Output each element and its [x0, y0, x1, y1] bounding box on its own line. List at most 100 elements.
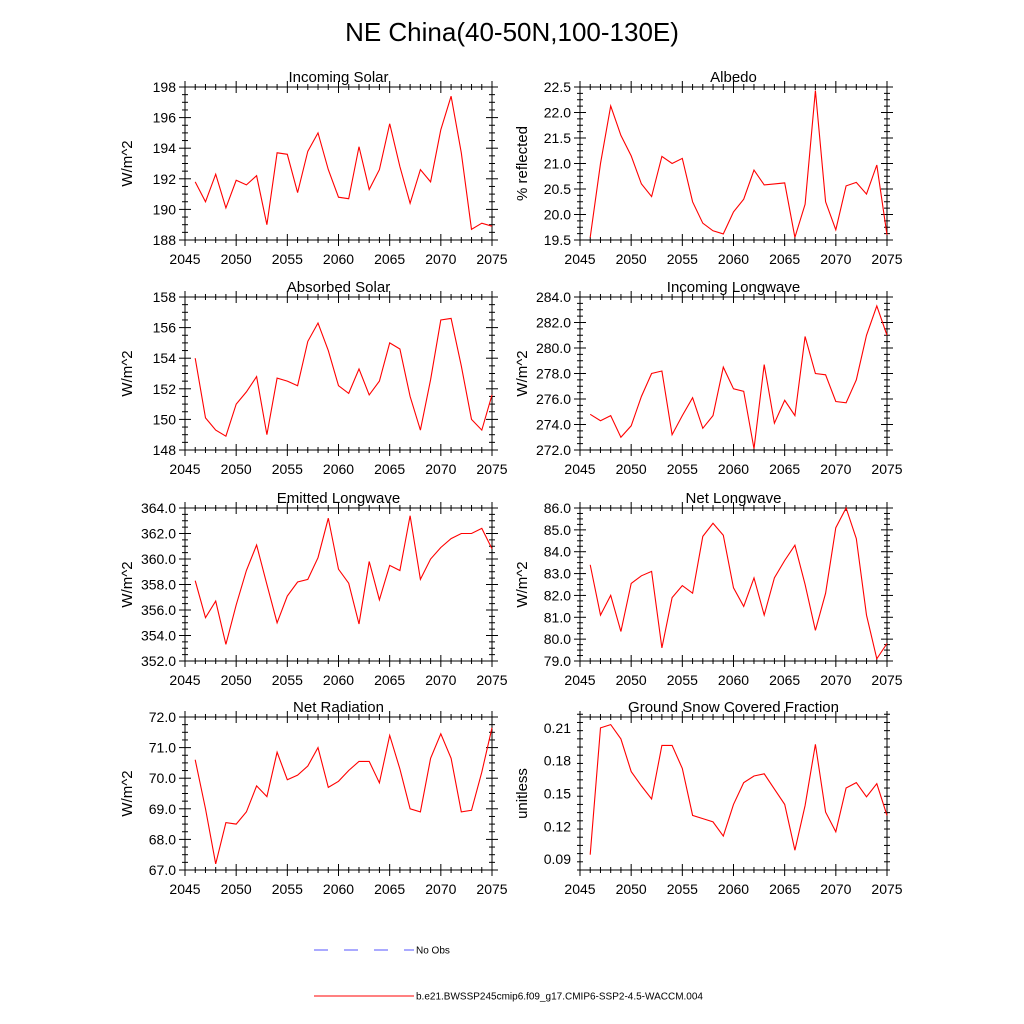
x-tick-label: 2050	[221, 672, 252, 688]
x-tick-label: 2055	[272, 251, 303, 267]
x-tick-label: 2055	[667, 881, 698, 897]
x-tick-label: 2055	[667, 672, 698, 688]
x-tick-label: 2060	[323, 461, 354, 477]
series-line-incoming-longwave	[589, 304, 888, 449]
x-tick-label: 2070	[425, 881, 456, 897]
y-tick-label: 360.0	[141, 551, 176, 567]
plot-frame	[579, 716, 888, 871]
y-tick-label: 0.18	[544, 753, 571, 769]
y-tick-label: 282.0	[536, 315, 571, 331]
x-tick-label: 2065	[374, 251, 405, 267]
plot-frame	[184, 296, 493, 451]
y-tick-label: 85.0	[544, 522, 571, 538]
x-tick-label: 2075	[476, 461, 507, 477]
y-tick-label: 68.0	[149, 831, 176, 847]
x-tick-label: 2050	[616, 251, 647, 267]
x-tick-label: 2075	[871, 881, 902, 897]
x-tick-label: 2065	[374, 672, 405, 688]
page-title: NE China(40-50N,100-130E)	[345, 17, 679, 47]
series-line-albedo	[589, 90, 888, 238]
x-tick-label: 2060	[718, 672, 749, 688]
x-tick-label: 2060	[323, 881, 354, 897]
plot-frame	[184, 507, 493, 662]
x-tick-label: 2045	[564, 881, 595, 897]
x-tick-label: 2060	[718, 251, 749, 267]
panel-title: Ground Snow Covered Fraction	[628, 699, 839, 716]
y-tick-label: 21.5	[544, 130, 571, 146]
panel-incoming-solar: Incoming Solar W/m^2 2045 2050 2055 2060 2065 2…	[119, 69, 508, 267]
x-tick-label: 2065	[769, 881, 800, 897]
x-tick-label: 2075	[476, 672, 507, 688]
x-tick-label: 2055	[272, 881, 303, 897]
y-tick-label: 0.09	[544, 851, 571, 867]
y-axis-label: W/m^2	[514, 561, 531, 607]
x-tick-label: 2070	[820, 251, 851, 267]
x-tick-label: 2050	[221, 881, 252, 897]
series-line-emitted-longwave	[194, 515, 493, 645]
x-tick-label: 2045	[169, 672, 200, 688]
plot-frame	[579, 296, 888, 451]
y-tick-label: 284.0	[536, 289, 571, 305]
x-tick-label: 2065	[769, 251, 800, 267]
y-tick-label: 272.0	[536, 442, 571, 458]
y-tick-label: 82.0	[544, 587, 571, 603]
y-tick-label: 364.0	[141, 500, 176, 516]
y-tick-label: 152	[153, 381, 177, 397]
legend-label-model: b.e21.BWSSP245cmip6.f09_g17.CMIP6-SSP2-4…	[416, 992, 703, 1003]
y-axis-label: W/m^2	[119, 561, 136, 607]
y-axis-label: W/m^2	[514, 350, 531, 396]
y-tick-label: 196	[153, 110, 177, 126]
x-tick-label: 2050	[616, 461, 647, 477]
x-tick-label: 2065	[374, 461, 405, 477]
panel-title: Net Radiation	[293, 699, 384, 716]
y-tick-label: 79.0	[544, 653, 571, 669]
x-tick-label: 2075	[871, 461, 902, 477]
x-tick-label: 2070	[425, 672, 456, 688]
series-line-absorbed-solar	[194, 317, 493, 438]
x-tick-label: 2070	[820, 461, 851, 477]
x-tick-label: 2050	[221, 461, 252, 477]
x-tick-label: 2070	[425, 461, 456, 477]
x-tick-label: 2045	[169, 251, 200, 267]
x-tick-label: 2055	[272, 461, 303, 477]
plot-frame	[184, 716, 493, 871]
x-tick-label: 2055	[667, 461, 698, 477]
x-tick-label: 2045	[564, 251, 595, 267]
y-tick-label: 276.0	[536, 391, 571, 407]
legend-label-no-obs: No Obs	[416, 946, 450, 957]
x-tick-label: 2045	[169, 881, 200, 897]
y-tick-label: 352.0	[141, 653, 176, 669]
x-tick-label: 2050	[616, 672, 647, 688]
panel-ground-snow-covered-fraction: Ground Snow Covered Fraction unitless 2045…	[514, 699, 903, 897]
legend: No Obs b.e21.BWSSP245cmip6.f09_g17.CMIP6…	[314, 946, 703, 1003]
series-line-incoming-solar	[194, 96, 493, 231]
x-tick-label: 2075	[871, 672, 902, 688]
x-tick-label: 2055	[667, 251, 698, 267]
y-tick-label: 148	[153, 442, 177, 458]
panel-incoming-longwave: Incoming Longwave W/m^2 2045 2050 2055 2060 20…	[514, 279, 903, 477]
y-tick-label: 190	[153, 201, 177, 217]
panel-albedo: Albedo % reflected 2045 2050 2055 2060 2065 207…	[514, 69, 903, 267]
x-tick-label: 2075	[871, 251, 902, 267]
panel-emitted-longwave: Emitted Longwave W/m^2 2045 2050 2055 2060 206…	[119, 490, 508, 688]
y-tick-label: 21.0	[544, 156, 571, 172]
y-tick-label: 356.0	[141, 602, 176, 618]
y-tick-label: 80.0	[544, 631, 571, 647]
panel-title: Net Longwave	[686, 490, 782, 507]
y-tick-label: 358.0	[141, 577, 176, 593]
y-tick-label: 154	[153, 350, 177, 366]
x-tick-label: 2050	[221, 251, 252, 267]
x-tick-label: 2045	[169, 461, 200, 477]
y-tick-label: 69.0	[149, 801, 176, 817]
y-tick-label: 72.0	[149, 709, 176, 725]
y-tick-label: 22.5	[544, 79, 571, 95]
x-tick-label: 2045	[564, 461, 595, 477]
x-tick-label: 2045	[564, 672, 595, 688]
x-tick-label: 2055	[272, 672, 303, 688]
y-axis-label: % reflected	[514, 126, 531, 201]
chart-panels: Incoming Solar W/m^2 2045 2050 2055 2060 2065 2…	[119, 69, 903, 897]
y-tick-label: 198	[153, 79, 177, 95]
y-tick-label: 274.0	[536, 417, 571, 433]
series-line-net-radiation	[194, 727, 493, 865]
